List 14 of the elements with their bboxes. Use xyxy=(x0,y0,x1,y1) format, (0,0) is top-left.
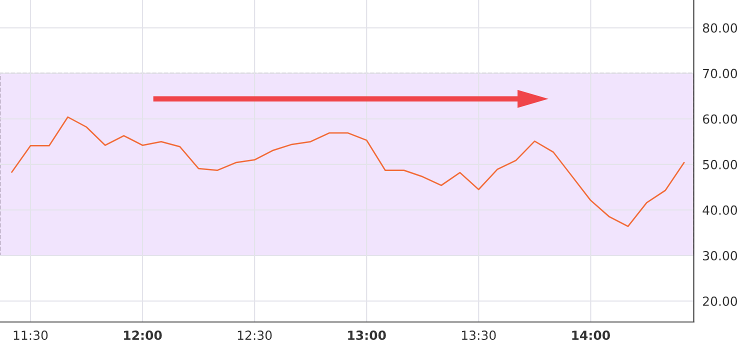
x-tick-label: 13:00 xyxy=(348,330,386,340)
y-tick-label: 70.00 xyxy=(703,68,738,78)
x-tick-label: 12:00 xyxy=(124,330,162,340)
y-tick-label: 60.00 xyxy=(702,114,738,124)
line-series xyxy=(11,116,685,228)
y-tick-label: 20.00 xyxy=(703,296,738,306)
y-tick-label: 50.00 xyxy=(703,160,738,170)
y-tick-label: 80.00 xyxy=(702,23,738,33)
x-tick-label: 12:30 xyxy=(238,330,272,340)
x-tick-label: 11:30 xyxy=(14,330,48,340)
x-tick-label: 13:30 xyxy=(462,330,496,340)
y-tick-label: 40.00 xyxy=(702,205,738,215)
x-tick-label: 14:00 xyxy=(572,330,610,340)
y-tick-label: 30.00 xyxy=(703,250,738,260)
